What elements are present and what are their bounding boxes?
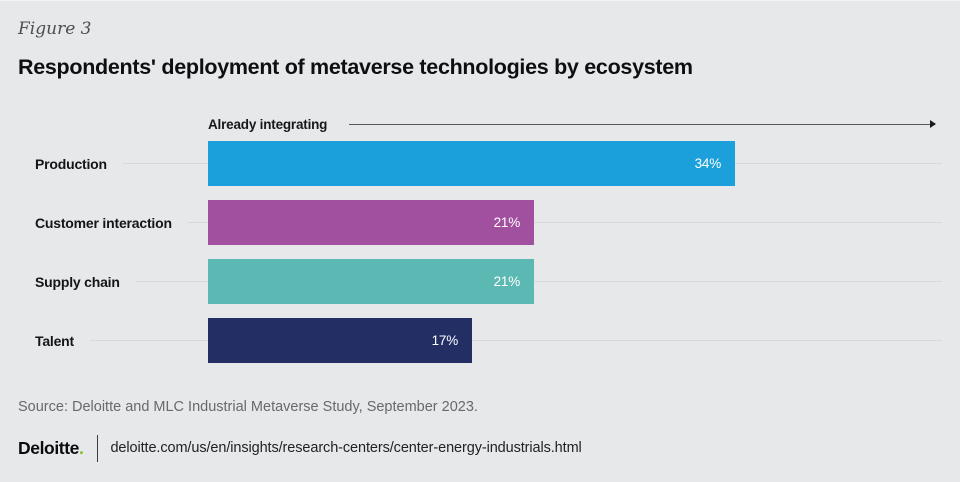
figure-card: Figure 3 Respondents' deployment of meta… <box>0 1 960 465</box>
category-label: Customer interaction <box>35 214 172 231</box>
category-label: Talent <box>35 332 74 349</box>
bar-chart: Production 34% Customer interaction 21% … <box>18 141 942 363</box>
leader-line <box>135 281 942 282</box>
bar-customer-interaction: 21% <box>208 200 534 245</box>
chart-row-talent: Talent 17% <box>18 318 942 363</box>
bar-supply-chain: 21% <box>208 259 534 304</box>
deloitte-logo-dot: . <box>78 437 84 458</box>
figure-number: Figure 3 <box>18 19 92 39</box>
axis-annotation-row: Already integrating <box>208 110 942 138</box>
axis-annotation-label: Already integrating <box>208 116 328 132</box>
chart-row-customer-interaction: Customer interaction 21% <box>18 200 942 245</box>
chart-title: Respondents' deployment of metaverse tec… <box>18 55 693 79</box>
bar-production: 34% <box>208 141 735 186</box>
bar-talent: 17% <box>208 318 472 363</box>
deloitte-logo-text: Deloitte <box>18 437 79 458</box>
chart-row-production: Production 34% <box>18 141 942 186</box>
footer-divider <box>97 434 99 462</box>
right-arrow-line <box>349 119 936 128</box>
bar-value-label: 21% <box>493 215 521 230</box>
chart-row-supply-chain: Supply chain 21% <box>18 259 942 304</box>
leader-line <box>187 222 942 223</box>
bar-value-label: 21% <box>493 274 521 289</box>
deloitte-logo: Deloitte. <box>18 437 84 459</box>
bar-value-label: 17% <box>431 333 459 348</box>
category-label: Supply chain <box>35 273 120 290</box>
source-note: Source: Deloitte and MLC Industrial Meta… <box>18 399 478 415</box>
bar-value-label: 34% <box>694 156 722 171</box>
category-label: Production <box>35 155 107 172</box>
footer: Deloitte. deloitte.com/us/en/insights/re… <box>18 431 942 465</box>
leader-line <box>90 340 942 341</box>
footer-url[interactable]: deloitte.com/us/en/insights/research-cen… <box>110 440 582 456</box>
